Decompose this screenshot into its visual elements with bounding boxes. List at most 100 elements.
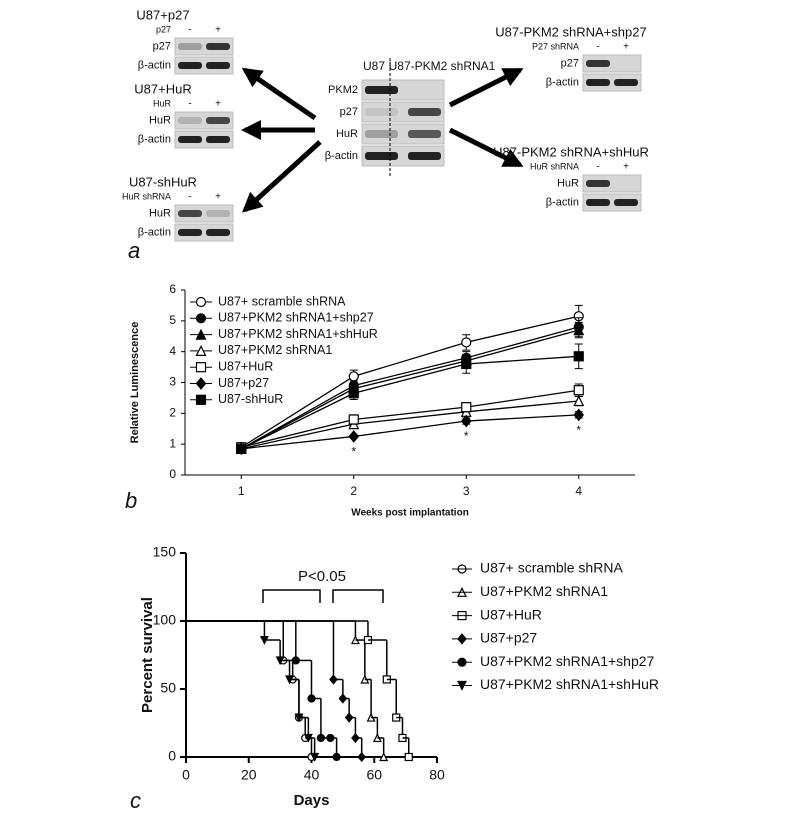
blot-title: U87-PKM2 shRNA+shp27 — [495, 24, 646, 39]
legend-marker — [195, 377, 207, 390]
blot-title: U87-shHuR — [129, 174, 197, 189]
row-label: p27 — [153, 40, 171, 52]
marker — [404, 752, 413, 762]
marker — [379, 752, 389, 762]
band — [408, 152, 441, 160]
series-line — [241, 414, 579, 450]
treatment-label: HuR shRNA — [122, 191, 171, 201]
band — [178, 117, 202, 124]
row-label: β-actin — [138, 133, 171, 145]
blot-row — [174, 111, 234, 130]
blot-row — [361, 123, 445, 145]
legend-label: U87-shHuR — [218, 392, 283, 406]
marker — [236, 443, 247, 454]
x-tick-label: 20 — [241, 767, 257, 783]
arrow — [448, 67, 524, 108]
y-tick-label: 1 — [169, 436, 176, 450]
series-line — [241, 389, 579, 448]
p-value: P<0.05 — [298, 568, 346, 585]
legend-label: U87+PKM2 shRNA1+shp27 — [480, 653, 655, 669]
legend-label: U87+PKM2 shRNA1+shHuR — [480, 676, 659, 692]
lane-sign: - — [596, 42, 599, 53]
series-line — [240, 315, 579, 448]
marker — [573, 408, 585, 422]
row-label: HuR — [336, 128, 358, 140]
band — [586, 79, 610, 86]
marker — [332, 752, 341, 762]
blot-row — [582, 193, 642, 212]
lane-sign: + — [215, 99, 221, 110]
marker — [310, 752, 320, 762]
treatment-label: HuR shRNA — [530, 161, 579, 171]
row-label: PKM2 — [328, 84, 358, 96]
marker — [461, 402, 472, 413]
lane-sign: + — [215, 192, 221, 203]
significance-mark: * — [464, 429, 469, 443]
marker — [461, 337, 472, 348]
x-axis-title: Days — [294, 792, 330, 809]
blot-row — [361, 101, 445, 123]
x-axis-title: Weeks post implantation — [351, 508, 469, 519]
band — [178, 43, 202, 50]
panel-label: a — [128, 238, 140, 263]
band — [206, 210, 230, 217]
bracket — [262, 589, 321, 603]
legend-label: U87+p27 — [218, 376, 269, 390]
marker — [573, 324, 585, 336]
row-label: β-actin — [138, 59, 171, 71]
band — [586, 199, 610, 206]
x-tick-label: 2 — [350, 484, 357, 498]
legend-label: U87+PKM2 shRNA1 — [480, 583, 608, 599]
lane-sign: - — [188, 99, 191, 110]
band — [614, 79, 638, 86]
legend-label: U87+ scramble shRNA — [218, 294, 346, 308]
marker — [573, 385, 584, 396]
row-label: β-actin — [546, 76, 579, 88]
series-line — [240, 355, 579, 450]
legend-label: U87+p27 — [480, 630, 537, 646]
panel-label: c — [130, 788, 141, 813]
series-line — [240, 326, 579, 450]
lane-header: U87-PKM2 shRNA1 — [389, 59, 496, 73]
legend-label: U87+ scramble shRNA — [480, 560, 623, 576]
legend-label: U87+PKM2 shRNA1 — [218, 343, 332, 357]
row-label: β-actin — [546, 196, 579, 208]
bracket — [332, 589, 384, 603]
treatment-label: P27 shRNA — [532, 41, 579, 51]
legend-marker — [195, 362, 207, 373]
legend-marker — [195, 394, 207, 405]
blot-row — [582, 54, 642, 73]
y-tick-label: 100 — [153, 612, 177, 628]
blot-row — [361, 145, 445, 167]
blot-title: U87+HuR — [134, 81, 191, 96]
series-line — [240, 329, 579, 450]
x-tick-label: 4 — [575, 484, 582, 498]
y-tick-label: 4 — [169, 344, 176, 358]
significance-mark: * — [576, 423, 581, 437]
significance-mark: * — [351, 445, 356, 459]
row-label: β-actin — [325, 150, 358, 162]
blot-row — [174, 223, 234, 242]
band — [206, 43, 230, 50]
band — [365, 130, 398, 138]
blot-title: U87+p27 — [136, 7, 189, 22]
y-axis-title: Relative Luminescence — [129, 322, 141, 444]
legend-label: U87+PKM2 shRNA1+shp27 — [218, 311, 374, 325]
y-tick-label: 2 — [169, 406, 176, 420]
marker — [348, 388, 359, 399]
lane-sign: + — [623, 162, 629, 173]
band — [206, 229, 230, 236]
band — [206, 117, 230, 124]
x-tick-label: 80 — [429, 767, 445, 783]
band — [206, 136, 230, 143]
marker — [348, 414, 359, 425]
row-label: HuR — [149, 114, 171, 126]
treatment-label: p27 — [156, 24, 171, 34]
blot-row — [174, 204, 234, 223]
y-tick-label: 0 — [168, 748, 176, 764]
lane-sign: - — [188, 192, 191, 203]
marker — [573, 351, 584, 362]
legend-marker — [195, 345, 207, 356]
